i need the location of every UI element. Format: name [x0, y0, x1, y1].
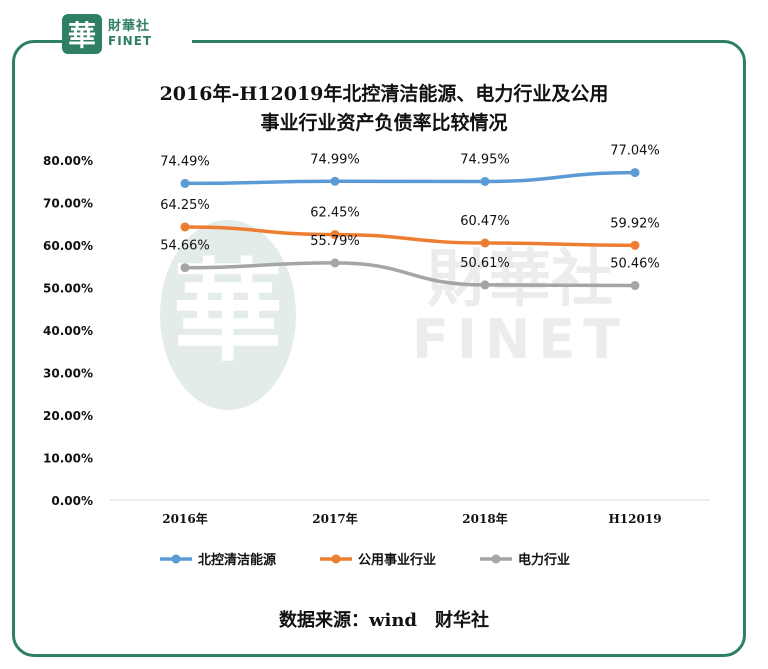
data-point [330, 176, 340, 186]
x-tick-label: 2018年 [462, 511, 507, 526]
watermark-name-en: FINET [412, 308, 628, 371]
data-label: 50.46% [610, 257, 660, 272]
data-point [180, 222, 190, 232]
data-point [630, 281, 640, 291]
data-point [330, 258, 340, 268]
data-label: 50.61% [460, 256, 510, 271]
legend-swatch-marker [491, 554, 501, 564]
data-label: 59.92% [610, 216, 660, 231]
data-point [330, 230, 340, 240]
data-label: 54.66% [160, 239, 210, 254]
y-tick-label: 0.00% [51, 494, 93, 508]
chart-title-line1: 2016年-H12019年北控清洁能源、电力行业及公用 [159, 83, 609, 105]
series-line [183, 170, 637, 186]
series-line [183, 225, 637, 248]
source-note: 数据来源：wind 财华社 [278, 610, 489, 631]
x-tick-label: 2017年 [312, 511, 357, 526]
logo-name-en: FINET [108, 34, 153, 48]
series-line [183, 261, 637, 288]
data-label: 74.49% [160, 154, 210, 169]
axes: 0.00% 10.00% 20.00% 30.00% 40.00% 50.00% 60.00… [43, 154, 710, 526]
legend-swatch-marker [331, 554, 341, 564]
data-point [180, 263, 190, 273]
logo-name-cn: 財華社 [108, 19, 151, 34]
data-point [630, 168, 640, 178]
data-point [630, 240, 640, 250]
data-point [480, 176, 490, 186]
data-label: 74.95% [460, 152, 510, 167]
watermark-name-cn: 財華社 [427, 242, 613, 315]
logo-text: 財華社 FINET [108, 19, 153, 49]
chart-title-line2: 事业行业资产负债率比较情况 [260, 112, 508, 134]
y-tick-label: 60.00% [43, 239, 93, 253]
legend-label: 电力行业 [518, 552, 570, 568]
y-tick-label: 80.00% [43, 154, 93, 168]
data-label: 64.25% [160, 198, 210, 213]
data-labels: 74.49% 74.99% 74.95% 77.04% 64.25% 62.45% 60.4… [160, 144, 660, 272]
watermark: 華 財華社 FINET [160, 220, 628, 410]
y-tick-label: 10.00% [43, 452, 93, 466]
y-tick-label: 40.00% [43, 324, 93, 338]
data-point [480, 280, 490, 290]
logo-mark-icon: 華 [62, 14, 102, 54]
data-point [180, 178, 190, 188]
legend-label: 北控清洁能源 [198, 552, 276, 568]
data-label: 60.47% [460, 214, 510, 229]
legend-label: 公用事业行业 [358, 552, 436, 568]
finet-logo: 華 財華社 FINET [62, 10, 192, 58]
data-label: 62.45% [310, 206, 360, 221]
series-group [180, 168, 640, 291]
y-tick-label: 20.00% [43, 409, 93, 423]
y-tick-label: 50.00% [43, 282, 93, 296]
legend: 北控清洁能源 公用事业行业 电力行业 [160, 552, 570, 568]
data-label: 77.04% [610, 144, 660, 159]
data-label: 55.79% [310, 234, 360, 249]
data-point [480, 238, 490, 248]
y-tick-label: 70.00% [43, 197, 93, 211]
legend-swatch-marker [171, 554, 181, 564]
y-tick-label: 30.00% [43, 367, 93, 381]
chart-frame [12, 40, 746, 657]
data-label: 74.99% [310, 152, 360, 167]
x-tick-label: 2016年 [162, 511, 207, 526]
x-tick-label: H12019 [608, 512, 661, 526]
chart-title: 2016年-H12019年北控清洁能源、电力行业及公用 事业行业资产负债率比较情… [40, 80, 728, 138]
